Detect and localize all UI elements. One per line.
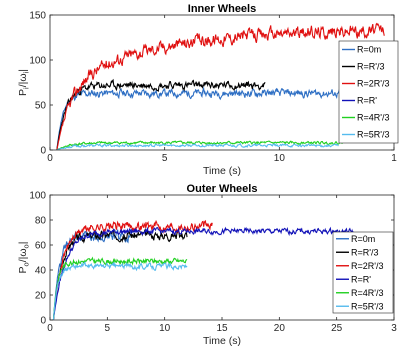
y-tick-label: 100 bbox=[29, 191, 46, 202]
x-axis-label: Time (s) bbox=[203, 165, 241, 177]
y-axis-label-sub: o bbox=[22, 262, 31, 266]
y-tick-label: 80 bbox=[35, 216, 47, 227]
y-tick-label: 40 bbox=[35, 266, 47, 277]
legend-entry: R=2R'/3 bbox=[357, 79, 389, 89]
y-axis-label-part: | bbox=[17, 242, 29, 245]
series-lines bbox=[52, 219, 354, 320]
x-tick-label: 0 bbox=[47, 153, 53, 164]
series-lines bbox=[56, 22, 385, 150]
y-axis-label-part: P bbox=[17, 266, 29, 273]
series-line-5 bbox=[56, 142, 339, 150]
legend-entry: R=4R'/3 bbox=[351, 288, 383, 298]
y-tick-label: 20 bbox=[35, 291, 47, 302]
x-tick-label: 5 bbox=[162, 153, 168, 164]
series-line-4 bbox=[52, 256, 188, 320]
legend-entry: R=R' bbox=[357, 96, 377, 106]
chart-title: Inner Wheels bbox=[188, 3, 256, 15]
x-tick-label: 1 bbox=[391, 153, 397, 164]
x-tick-label: 10 bbox=[274, 153, 286, 164]
series-line-4 bbox=[56, 140, 343, 150]
series-line-1 bbox=[56, 78, 266, 150]
y-tick-label: 100 bbox=[29, 56, 46, 67]
x-axis-label: Time (s) bbox=[203, 335, 241, 347]
y-tick-label: 150 bbox=[29, 11, 46, 22]
series-line-2 bbox=[56, 22, 385, 150]
y-axis-label: Po/|ωo| bbox=[17, 242, 31, 274]
legend: R=0m R=R'/3 R=2R'/3 R=R' R=4R'/3 R=5R'/3 bbox=[332, 231, 394, 314]
legend-entry: R=R' bbox=[351, 274, 371, 284]
y-axis-label-sub: o bbox=[22, 244, 31, 248]
legend-box bbox=[338, 40, 399, 144]
x-tick-label: 3 bbox=[391, 323, 397, 334]
legend-box bbox=[332, 231, 394, 314]
y-axis-label-sub: i bbox=[22, 71, 31, 73]
y-axis-label-part: /|ω bbox=[17, 248, 29, 262]
legend-entry: R=2R'/3 bbox=[351, 261, 383, 271]
legend-entry: R=R'/3 bbox=[351, 247, 378, 257]
series-line-0 bbox=[56, 86, 344, 150]
series-line-1 bbox=[52, 227, 188, 320]
x-tick-label: 25 bbox=[331, 323, 343, 334]
legend: R=0m R=R'/3 R=2R'/3 R=R' R=4R'/3 R=5R'/3 bbox=[338, 40, 399, 144]
y-tick-label: 50 bbox=[35, 101, 47, 112]
x-tick-label: 20 bbox=[274, 323, 286, 334]
y-tick-label: 60 bbox=[35, 241, 47, 252]
x-tick-label: 10 bbox=[159, 323, 171, 334]
y-axis-label-sub: i bbox=[22, 87, 31, 89]
y-axis-label-part: | bbox=[17, 69, 29, 72]
x-tick-label: 5 bbox=[105, 323, 111, 334]
x-tick-label: 0 bbox=[47, 323, 53, 334]
chart-title: Outer Wheels bbox=[187, 183, 258, 195]
legend-entry: R=5R'/3 bbox=[357, 130, 389, 140]
y-axis-label-part: /|ω bbox=[17, 73, 29, 87]
series-line-3 bbox=[52, 226, 354, 320]
x-tick-label: 15 bbox=[216, 323, 228, 334]
legend-entry: R=R'/3 bbox=[357, 62, 384, 72]
series-line-2 bbox=[52, 219, 213, 320]
legend-entry: R=5R'/3 bbox=[351, 301, 383, 311]
y-axis-label-part: P bbox=[17, 89, 29, 96]
legend-entry: R=4R'/3 bbox=[357, 113, 389, 123]
series-line-5 bbox=[52, 261, 188, 320]
y-tick-label: 0 bbox=[40, 146, 46, 157]
legend-entry: R=0m bbox=[351, 234, 375, 244]
y-axis-label: Pi/|ωi| bbox=[17, 69, 31, 96]
series-line-0 bbox=[52, 228, 134, 320]
legend-entry: R=0m bbox=[357, 45, 381, 55]
y-tick-label: 0 bbox=[40, 316, 46, 327]
